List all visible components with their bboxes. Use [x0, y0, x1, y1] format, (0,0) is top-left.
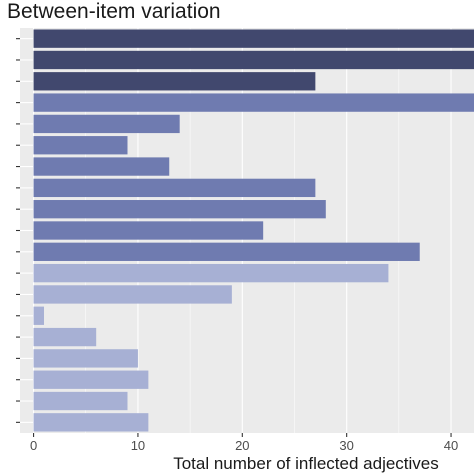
bar [33, 349, 138, 368]
bar [33, 114, 180, 134]
chart-title: Between-item variation [7, 0, 221, 23]
y-axis-ticks [16, 38, 20, 423]
bar [33, 221, 264, 240]
bar [33, 306, 45, 325]
x-axis-ticks: 0 10 20 30 40 [30, 433, 458, 453]
x-tick-label: 30 [339, 438, 353, 453]
bar [33, 413, 149, 432]
bar [33, 242, 420, 261]
bar [33, 285, 232, 304]
bar [33, 93, 474, 112]
bar [33, 178, 316, 198]
bar [33, 327, 97, 347]
bar [33, 391, 128, 411]
bar [33, 50, 474, 70]
x-tick-label: 0 [30, 438, 37, 453]
x-tick-label: 40 [444, 438, 458, 453]
bar [33, 29, 474, 48]
bar [33, 200, 326, 219]
bar [33, 72, 316, 91]
x-axis-title: Total number of inflected adjectives [173, 454, 439, 473]
bar [33, 263, 389, 283]
x-tick-label: 10 [131, 438, 145, 453]
x-tick-label: 20 [235, 438, 249, 453]
bar [33, 136, 128, 155]
bar [33, 157, 170, 176]
bars [33, 29, 474, 432]
bar [33, 370, 149, 389]
